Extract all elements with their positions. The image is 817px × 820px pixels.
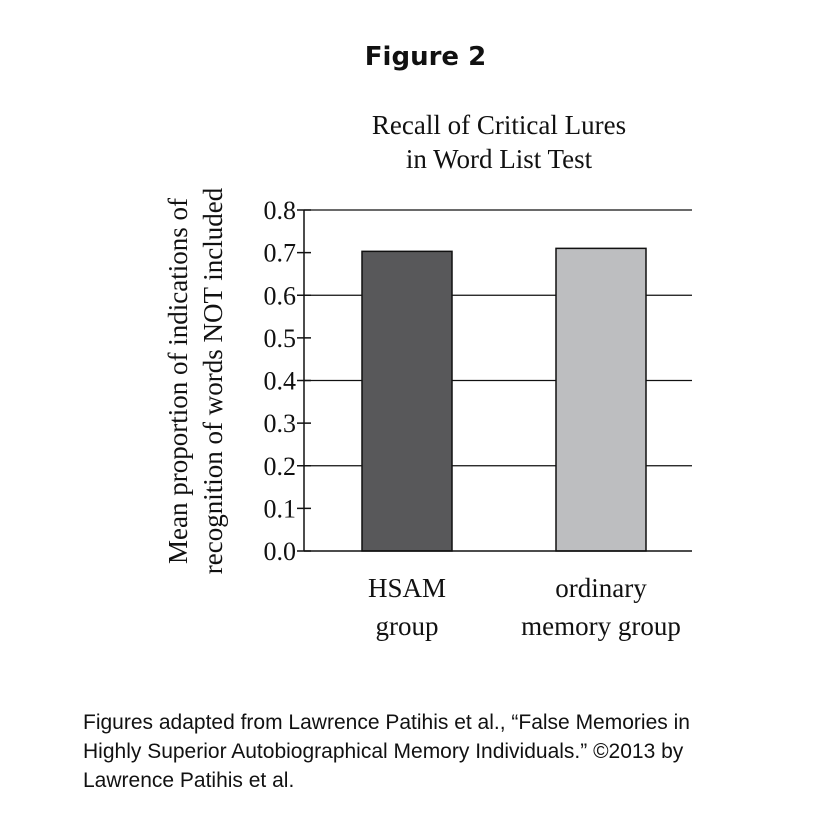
- caption-line-3: Lawrence Patihis et al.: [83, 769, 295, 792]
- bar-0: [361, 250, 453, 552]
- figure-caption: Figures adapted from Lawrence Patihis et…: [83, 708, 783, 795]
- y-tick-label-5: 0.5: [264, 324, 297, 353]
- y-axis-label-line-1: Mean proportion of indications of: [163, 198, 193, 564]
- y-tick-label-8: 0.8: [264, 196, 297, 225]
- category-label-1-line-0: ordinary: [555, 573, 647, 603]
- y-tick-label-2: 0.2: [264, 452, 297, 481]
- caption-line-1: Figures adapted from Lawrence Patihis et…: [83, 711, 690, 734]
- y-tick-label-7: 0.7: [264, 239, 297, 268]
- y-tick-label-4: 0.4: [264, 367, 297, 396]
- y-axis-ticks: 0.0 0.1 0.2 0.3 0.4 0.5 0.6 0.7 0.8: [264, 196, 311, 566]
- bar-chart: Recall of Critical Lures in Word List Te…: [163, 110, 692, 641]
- caption-line-2: Highly Superior Autobiographical Memory …: [83, 740, 684, 763]
- category-label-1-line-1: memory group: [521, 611, 681, 641]
- chart-title-line-2: in Word List Test: [406, 144, 593, 174]
- figure-label: Figure 2: [364, 42, 487, 72]
- y-tick-label-0: 0.0: [264, 537, 297, 566]
- y-axis-label-line-2: recognition of words NOT included: [198, 187, 228, 574]
- bars: [361, 247, 647, 552]
- category-label-0-line-1: group: [376, 611, 439, 641]
- x-axis-categories: HSAM group ordinary memory group: [368, 573, 681, 641]
- bar-1: [555, 247, 647, 552]
- category-label-0-line-0: HSAM: [368, 573, 446, 603]
- y-tick-label-3: 0.3: [264, 409, 297, 438]
- y-tick-label-1: 0.1: [264, 494, 297, 523]
- chart-title-line-1: Recall of Critical Lures: [372, 110, 626, 140]
- y-tick-label-6: 0.6: [264, 281, 297, 310]
